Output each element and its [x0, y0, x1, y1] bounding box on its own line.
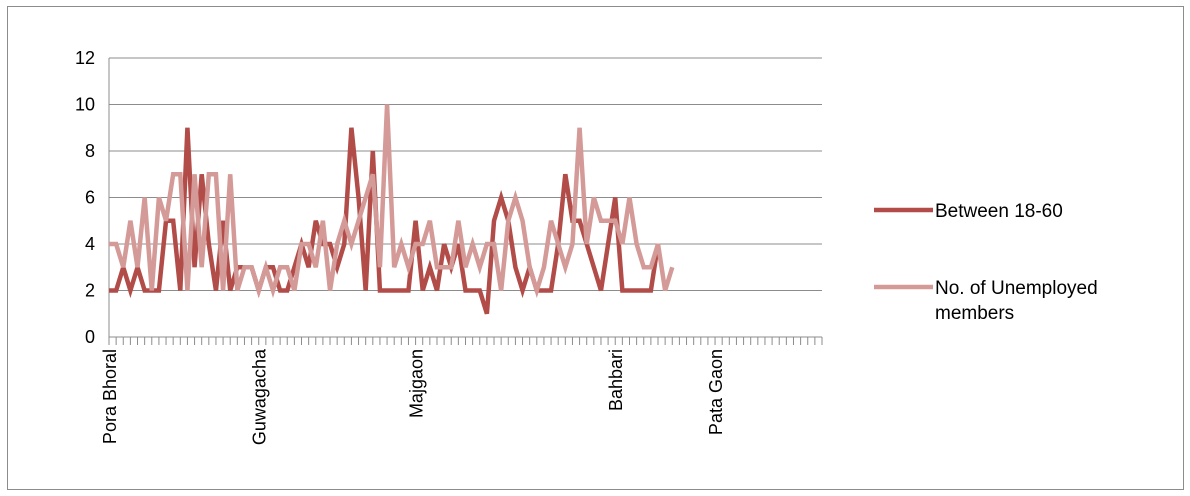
series-line-2 [109, 104, 675, 299]
y-tick-label: 2 [85, 281, 95, 301]
y-tick-label: 8 [85, 141, 95, 161]
x-tick-label: Guwagacha [250, 348, 270, 445]
y-tick-label: 4 [85, 234, 95, 254]
line-chart: 0 2 4 6 8 10 12 Pora Bhoral Guwagacha Majgaon Bahb… [75, 48, 1098, 445]
x-tick-label: Majgaon [407, 349, 427, 418]
y-tick-label: 10 [75, 95, 95, 115]
y-tick-label: 6 [85, 188, 95, 208]
legend: Between 18-60 No. of Unemployed members [874, 201, 1098, 324]
series-lines [109, 104, 675, 315]
series-line-1 [109, 127, 661, 315]
chart-frame: 0 2 4 6 8 10 12 Pora Bhoral Guwagacha Majgaon Bahb… [7, 6, 1184, 490]
legend-label-1: Between 18-60 [935, 201, 1063, 222]
x-tick-label: Pora Bhoral [100, 349, 120, 444]
x-tick-label: Bahbari [606, 349, 626, 411]
x-tick-label: Pata Gaon [706, 349, 726, 435]
y-tick-label: 0 [85, 327, 95, 347]
legend-label-2: No. of Unemployed members [935, 278, 1098, 324]
y-tick-label: 12 [75, 48, 95, 68]
tick-labels: 0 2 4 6 8 10 12 Pora Bhoral Guwagacha Majgaon Bahb… [75, 48, 726, 445]
axes [108, 58, 823, 345]
